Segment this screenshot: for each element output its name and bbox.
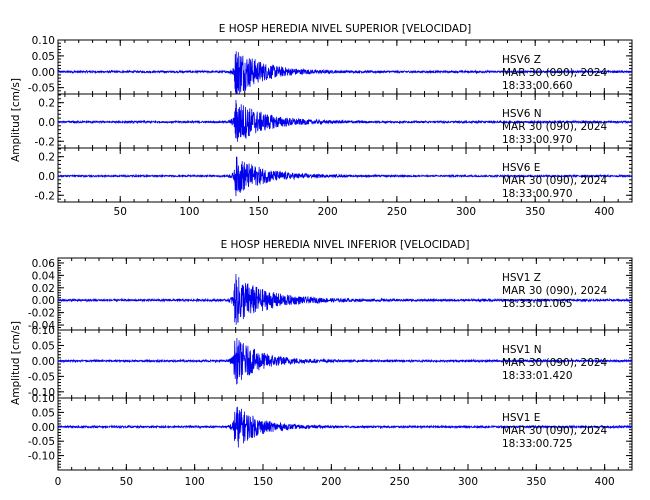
chart-2-panel-2-ytick-label: -0.05 [28, 371, 55, 383]
chart-2-xtick-label: 100 [185, 476, 205, 488]
chart-2-panel-1-station: HSV1 Z [502, 272, 541, 284]
chart-1-panel-2-ytick-label: 0.2 [38, 98, 55, 110]
chart-1-xtick-label: 300 [456, 206, 476, 218]
chart-2-ylabel: Amplitud [cm/s] [10, 321, 22, 405]
chart-1-panel-2-time: 18:33:00.970 [502, 134, 573, 146]
chart-2-panel-1-ytick-label: 0.04 [32, 270, 56, 282]
chart-1-title: E HOSP HEREDIA NIVEL SUPERIOR [VELOCIDAD… [219, 23, 472, 35]
chart-2-panel-2-ytick-label: 0.10 [32, 325, 55, 337]
chart-2-panel-3-ytick-label: 0.10 [32, 393, 55, 405]
chart-1-xtick-label: 200 [318, 206, 338, 218]
chart-1-panel-1-ytick-label: -0.05 [28, 83, 55, 95]
chart-1-panel-1-ytick-label: 0.00 [32, 67, 55, 79]
chart-2-panel-2-station: HSV1 N [502, 344, 542, 356]
chart-1-panel-3-frame [57, 147, 633, 203]
chart-2-panel-1-trace [57, 273, 633, 325]
chart-2-panel-3-ytick-label: 0.00 [32, 422, 55, 434]
chart-1-xtick-label: 50 [114, 206, 127, 218]
chart-1-panel-2-station: HSV6 N [502, 108, 542, 120]
chart-1-xtick-label: 350 [525, 206, 545, 218]
chart-1-panel-1-time: 18:33:00.660 [502, 80, 573, 92]
chart-2-panel-1-date: MAR 30 (090), 2024 [502, 285, 608, 297]
chart-1-panel-2-trace [57, 100, 633, 142]
chart-1-panel-3-date: MAR 30 (090), 2024 [502, 175, 608, 187]
chart-2-panel-3-station: HSV1 E [502, 412, 540, 424]
chart-1-panel-1-ytick-label: 0.10 [32, 35, 55, 47]
chart-2-panel-3-time: 18:33:00.725 [502, 438, 573, 450]
chart-2-xtick-label: 200 [321, 476, 341, 488]
chart-2-xtick-label: 250 [390, 476, 410, 488]
chart-1-panel-1-ytick-label: 0.05 [32, 51, 55, 63]
chart-2-panel-2-trace [57, 337, 633, 385]
chart-2-panel-2-time: 18:33:01.420 [502, 370, 573, 382]
chart-2-panel-1-ytick-label: 0.00 [32, 295, 55, 307]
chart-2-panel-2-date: MAR 30 (090), 2024 [502, 357, 608, 369]
chart-2-panel-2-ytick-label: -0.10 [28, 387, 55, 399]
chart-1-panel-3-trace [57, 156, 633, 197]
chart-2-panel-1-ytick-label: -0.02 [28, 308, 55, 320]
chart-1-panel-1-trace [57, 51, 633, 95]
chart-1-xtick-label: 100 [179, 206, 199, 218]
chart-2-xtick-label: 350 [526, 476, 546, 488]
chart-1-panel-1-date: MAR 30 (090), 2024 [502, 67, 608, 79]
chart-2-panel-3-ytick-label: -0.10 [28, 451, 55, 463]
chart-2-title: E HOSP HEREDIA NIVEL INFERIOR [VELOCIDAD… [221, 239, 470, 251]
chart-2-panel-1-ytick-label: -0.04 [28, 320, 55, 332]
chart-2-panel-1-time: 18:33:01.065 [502, 298, 573, 310]
chart-2-panel-3-date: MAR 30 (090), 2024 [502, 425, 608, 437]
chart-1-panel-3-ytick-label: -0.2 [35, 190, 56, 202]
chart-2-xtick-label: 0 [55, 476, 62, 488]
chart-2-panel-1-ytick-label: 0.06 [32, 258, 56, 270]
chart-1-panel-3-station: HSV6 E [502, 162, 540, 174]
chart-1-panel-2-date: MAR 30 (090), 2024 [502, 121, 608, 133]
chart-1-panel-2-ytick-label: -0.2 [35, 136, 56, 148]
chart-1-xtick-label: 400 [594, 206, 614, 218]
chart-1-panel-3-ytick-label: 0.2 [38, 152, 55, 164]
chart-1-xtick-label: 150 [249, 206, 269, 218]
chart-2-xtick-label: 50 [120, 476, 133, 488]
chart-2-xtick-label: 300 [458, 476, 478, 488]
chart-1-panel-3-time: 18:33:00.970 [502, 188, 573, 200]
chart-1-xtick-label: 250 [387, 206, 407, 218]
chart-2-panel-2-ytick-label: 0.05 [32, 340, 55, 352]
chart-2-panel-2-ytick-label: 0.00 [32, 356, 55, 368]
chart-2-panel-3-ytick-label: 0.05 [32, 407, 55, 419]
chart-2-panel-1-ytick-label: 0.02 [32, 283, 55, 295]
chart-2-panel-3-trace [57, 406, 633, 448]
chart-2-xtick-label: 400 [595, 476, 615, 488]
chart-1-ylabel: Amplitud [cm/s] [10, 78, 22, 162]
chart-2-xtick-label: 150 [253, 476, 273, 488]
chart-1-panel-1-station: HSV6 Z [502, 54, 541, 66]
chart-1-panel-2-ytick-label: 0.0 [38, 117, 55, 129]
chart-2-panel-3-ytick-label: -0.05 [28, 436, 55, 448]
chart-1-panel-3-ytick-label: 0.0 [38, 171, 55, 183]
